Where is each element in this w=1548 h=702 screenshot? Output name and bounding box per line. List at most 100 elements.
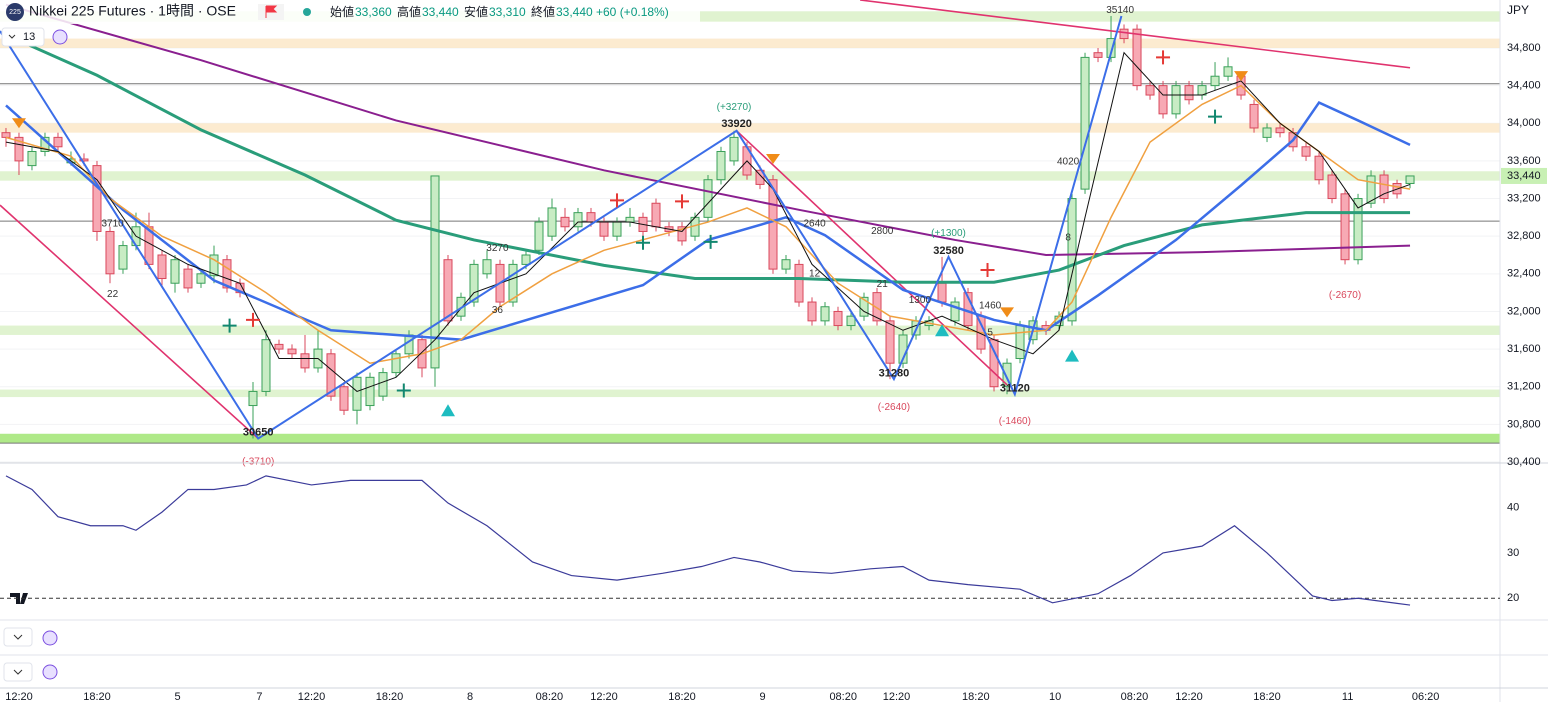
- x-tick-label: 12:20: [883, 691, 911, 702]
- refresh-icon[interactable]: [52, 29, 68, 45]
- pane-toggle[interactable]: [3, 662, 33, 682]
- indicator-count: 13: [23, 31, 35, 43]
- candle-body: [950, 301, 960, 322]
- sell-arrow: [11, 118, 26, 129]
- candle-body: [79, 158, 89, 162]
- x-tick-label: 06:20: [1412, 691, 1440, 702]
- main-pane: 3710 22 30650 (-3710) 3270 36 (+3270) 33920 2640…: [0, 0, 1500, 468]
- candle-body: [612, 221, 622, 237]
- candle-body: [846, 315, 856, 327]
- candle-body: [1223, 66, 1233, 77]
- candle-body: [170, 259, 180, 284]
- y-tick-label: 34,800: [1507, 42, 1541, 54]
- candle-body: [274, 343, 284, 350]
- x-tick-label: 10: [1049, 691, 1061, 702]
- candle-body: [1353, 198, 1363, 261]
- annotation: 8: [1065, 233, 1071, 244]
- annotation: 35140: [1106, 5, 1134, 16]
- annotation: 32580: [933, 245, 964, 257]
- candle-body: [768, 179, 778, 270]
- candle-body: [508, 263, 518, 303]
- y-tick-label: 31,600: [1507, 343, 1541, 355]
- annotation: 36: [492, 305, 504, 316]
- candle-body: [1405, 175, 1415, 184]
- x-tick-label: 5: [175, 691, 181, 702]
- price-zone: [0, 123, 1500, 133]
- refresh-icon[interactable]: [42, 664, 58, 680]
- header-bg: [0, 0, 700, 24]
- chevron: [13, 669, 23, 675]
- annotation: 31120: [1000, 383, 1030, 395]
- candle-body: [703, 179, 713, 218]
- candle-body: [430, 175, 440, 369]
- candle-body: [1262, 127, 1272, 138]
- annotation: (+1300): [931, 228, 966, 239]
- annotation: 1300: [909, 295, 932, 306]
- currency[interactable]: JPY: [1507, 3, 1529, 17]
- buy-cross: [222, 318, 237, 333]
- price-zone: [0, 11, 1500, 22]
- candle-body: [729, 136, 739, 162]
- candle-body: [1080, 56, 1090, 190]
- buy-cross: [1208, 109, 1223, 124]
- sell-cross: [610, 193, 625, 208]
- candle-body: [469, 263, 479, 303]
- annotation: (-3710): [242, 457, 274, 468]
- candle-body: [248, 390, 258, 407]
- candle-body: [1145, 85, 1155, 96]
- x-tick-label: 12:20: [1175, 691, 1203, 702]
- buy-cross: [703, 234, 718, 249]
- ohlc-value: 33,440: [422, 5, 459, 19]
- candle-body: [807, 301, 817, 322]
- candle-body: [1366, 175, 1376, 204]
- candle-body: [1067, 198, 1077, 322]
- buy-arrow: [1065, 349, 1080, 362]
- indicator-line: [5, 51, 1411, 392]
- candle-body: [456, 296, 466, 317]
- candle-body: [1340, 193, 1350, 261]
- candle-body: [859, 296, 869, 317]
- pane-toggle[interactable]: [3, 627, 33, 647]
- candle-body: [625, 216, 635, 223]
- candle-body: [1249, 103, 1259, 129]
- candle-body: [196, 273, 206, 284]
- candle-body: [1210, 75, 1220, 87]
- annotation: 4020: [1057, 156, 1080, 167]
- indicator-line: [5, 100, 1411, 341]
- symbol-title[interactable]: Nikkei 225 Futures · 1時間 · OSE: [29, 3, 236, 19]
- x-tick-label: 08:20: [536, 691, 564, 702]
- candle-body: [1106, 38, 1116, 58]
- indicator-line: [0, 15, 1123, 440]
- candle-body: [521, 254, 531, 265]
- candle-body: [1093, 52, 1103, 58]
- sell-arrow: [766, 153, 781, 164]
- change: +60 (+0.18%): [596, 5, 669, 19]
- refresh-icon[interactable]: [42, 630, 58, 646]
- price-zone: [0, 171, 1500, 181]
- candle-body: [534, 221, 544, 251]
- y-tick-label: 40: [1507, 502, 1519, 514]
- x-tick-label: 7: [256, 691, 262, 702]
- candle-body: [209, 254, 219, 277]
- x-tick-label: 18:20: [376, 691, 404, 702]
- buy-arrow: [440, 404, 455, 417]
- candle-body: [365, 376, 375, 407]
- ohlc-value: 33,310: [489, 5, 526, 19]
- x-tick-label: 18:20: [1253, 691, 1281, 702]
- x-tick-label: 12:20: [298, 691, 326, 702]
- candle-body: [573, 212, 583, 228]
- x-tick-label: 18:20: [962, 691, 990, 702]
- sell-arrow: [1000, 307, 1015, 318]
- indicator-toggle[interactable]: [1, 27, 45, 47]
- x-tick-label: 12:20: [590, 691, 618, 702]
- y-tick-label: 32,400: [1507, 268, 1541, 280]
- candle-body: [885, 320, 895, 364]
- y-tick-label: 30,400: [1507, 456, 1541, 468]
- candle-body: [1275, 127, 1285, 134]
- candle-body: [391, 353, 401, 374]
- candle-body: [261, 339, 271, 392]
- candle-body: [547, 207, 557, 237]
- y-tick-label: 32,800: [1507, 230, 1541, 242]
- y-tick-label: 33,200: [1507, 192, 1541, 204]
